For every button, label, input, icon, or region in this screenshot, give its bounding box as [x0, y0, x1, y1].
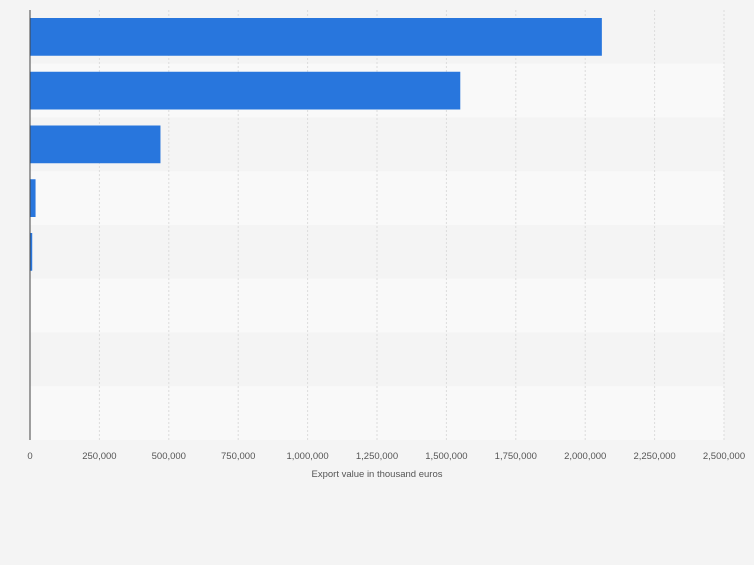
bars: [30, 18, 602, 271]
x-tick-label: 500,000: [152, 451, 186, 462]
x-tick-label: 250,000: [82, 451, 116, 462]
x-tick-label: 750,000: [221, 451, 255, 462]
x-tick-label: 0: [27, 451, 32, 462]
x-tick-label: 1,000,000: [286, 451, 328, 462]
bar[interactable]: [30, 179, 36, 217]
x-tick-label: 1,500,000: [425, 451, 467, 462]
bar[interactable]: [30, 233, 33, 271]
x-tick-label: 2,000,000: [564, 451, 606, 462]
bar[interactable]: [30, 125, 161, 164]
x-tick-label: 1,750,000: [495, 451, 537, 462]
x-tick-label: 1,250,000: [356, 451, 398, 462]
x-axis-title: Export value in thousand euros: [312, 469, 443, 480]
x-axis-ticks: 0 250,000 500,000 750,000 1,000,000 1,250,000…: [27, 451, 745, 462]
bar[interactable]: [30, 71, 461, 110]
bar[interactable]: [30, 18, 602, 56]
x-tick-label: 2,500,000: [703, 451, 745, 462]
x-tick-label: 2,250,000: [633, 451, 675, 462]
